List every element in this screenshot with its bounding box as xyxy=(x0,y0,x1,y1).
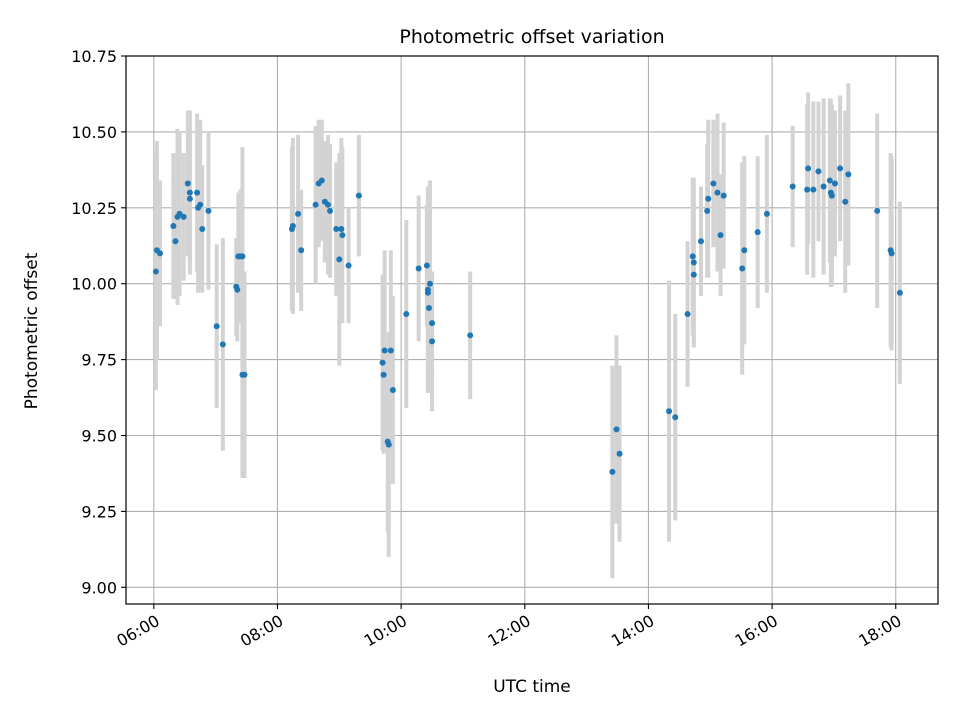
y-tick-label: 10.00 xyxy=(71,275,117,294)
point-layer xyxy=(152,165,903,475)
data-point xyxy=(720,192,727,199)
data-point xyxy=(380,371,387,378)
data-point xyxy=(387,347,394,354)
data-point xyxy=(199,226,206,233)
data-point xyxy=(828,192,835,199)
data-point xyxy=(424,289,431,296)
data-point xyxy=(234,286,241,293)
data-point xyxy=(425,304,432,311)
data-point xyxy=(219,341,226,348)
data-point xyxy=(184,180,191,187)
data-point xyxy=(874,207,881,214)
plot-frame xyxy=(125,55,939,605)
data-point xyxy=(739,265,746,272)
data-point xyxy=(704,207,711,214)
data-point xyxy=(298,247,305,254)
data-point xyxy=(389,386,396,393)
data-point xyxy=(213,323,220,330)
y-tick-label: 10.25 xyxy=(71,199,117,218)
data-point xyxy=(403,311,410,318)
data-point xyxy=(426,280,433,287)
data-point xyxy=(763,210,770,217)
data-point xyxy=(684,311,691,318)
data-point xyxy=(241,371,248,378)
data-point xyxy=(815,168,822,175)
data-point xyxy=(714,189,721,196)
data-point xyxy=(741,247,748,254)
data-point xyxy=(186,195,193,202)
y-tick-label: 9.75 xyxy=(81,351,117,370)
y-tick-label: 9.00 xyxy=(81,578,117,597)
data-point xyxy=(379,359,386,366)
data-point xyxy=(170,223,177,230)
data-point xyxy=(754,229,761,236)
data-point xyxy=(467,332,474,339)
data-point xyxy=(333,226,340,233)
data-point xyxy=(339,232,346,239)
data-point xyxy=(197,201,204,208)
data-point xyxy=(157,250,164,257)
data-point xyxy=(826,177,833,184)
data-point xyxy=(666,408,673,415)
data-point xyxy=(609,468,616,475)
data-point xyxy=(689,253,696,260)
data-point xyxy=(710,180,717,187)
data-point xyxy=(289,223,296,230)
y-axis-title: Photometric offset xyxy=(22,252,42,409)
data-point xyxy=(295,210,302,217)
data-point xyxy=(613,426,620,433)
data-point xyxy=(385,441,392,448)
data-point xyxy=(180,213,187,220)
data-point xyxy=(381,347,388,354)
data-point xyxy=(837,165,844,172)
data-point xyxy=(690,271,697,278)
y-tick-label: 9.25 xyxy=(81,502,117,521)
data-point xyxy=(896,289,903,296)
data-point xyxy=(831,180,838,187)
data-point xyxy=(186,189,193,196)
data-point xyxy=(616,450,623,457)
data-point xyxy=(423,262,430,269)
data-point xyxy=(355,192,362,199)
y-tick-label: 10.75 xyxy=(71,47,117,66)
data-point xyxy=(336,256,343,263)
data-point xyxy=(697,238,704,245)
y-tick-label: 9.50 xyxy=(81,427,117,446)
data-point xyxy=(672,414,679,421)
data-point xyxy=(176,210,183,217)
data-point xyxy=(152,268,159,275)
data-point xyxy=(842,198,849,205)
x-axis-title: UTC time xyxy=(493,677,571,697)
data-point xyxy=(820,183,827,190)
data-point xyxy=(810,186,817,193)
data-point xyxy=(205,207,212,214)
data-point xyxy=(429,320,436,327)
data-point xyxy=(804,186,811,193)
chart-title: Photometric offset variation xyxy=(399,26,664,48)
data-point xyxy=(789,183,796,190)
data-point xyxy=(705,195,712,202)
data-point xyxy=(324,201,331,208)
data-point xyxy=(805,165,812,172)
data-point xyxy=(338,226,345,233)
data-point xyxy=(888,250,895,257)
data-point xyxy=(318,177,325,184)
data-point xyxy=(345,262,352,269)
data-point xyxy=(429,338,436,345)
data-point xyxy=(239,253,246,260)
data-point xyxy=(312,201,319,208)
data-point xyxy=(327,207,334,214)
data-point xyxy=(172,238,179,245)
data-point xyxy=(717,232,724,239)
y-tick-label: 10.50 xyxy=(71,123,117,142)
data-point xyxy=(845,171,852,178)
data-point xyxy=(194,189,201,196)
data-point xyxy=(690,259,697,266)
data-point xyxy=(415,265,422,272)
